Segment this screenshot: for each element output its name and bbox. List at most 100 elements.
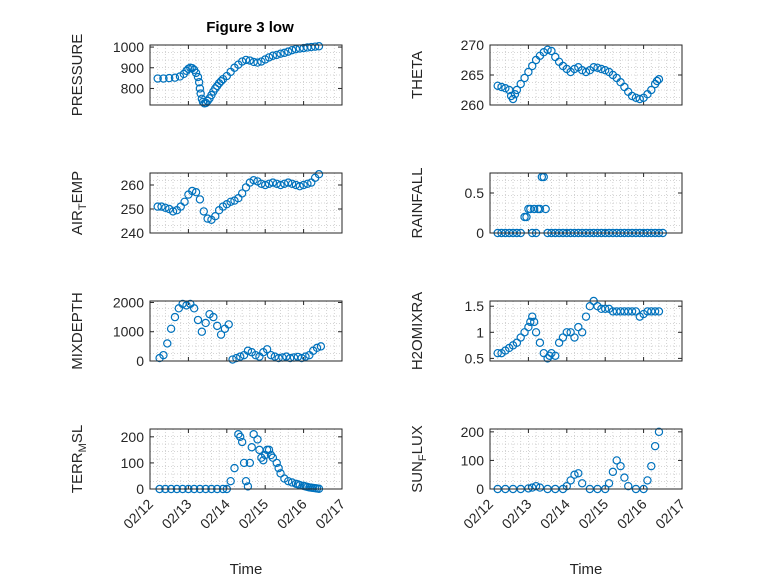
data-point xyxy=(577,479,587,488)
data-point xyxy=(545,351,554,360)
data-point xyxy=(570,333,579,342)
data-point xyxy=(191,187,201,197)
data-point xyxy=(226,197,235,206)
data-point xyxy=(581,312,591,321)
x-tick-label: 02/13 xyxy=(498,496,534,532)
data-point xyxy=(272,458,281,468)
y-tick-label: 900 xyxy=(121,60,145,76)
data-point xyxy=(577,328,587,337)
data-point xyxy=(627,91,637,101)
data-point xyxy=(230,463,239,473)
grid-7 xyxy=(489,429,683,489)
data-point xyxy=(161,203,170,212)
data-point xyxy=(236,352,245,361)
subplot-1: 260 265 270 THETA xyxy=(409,37,683,113)
series-0 xyxy=(153,42,324,108)
data-point xyxy=(287,179,297,188)
data-point xyxy=(284,476,293,486)
data-point xyxy=(493,348,502,358)
data-point xyxy=(241,55,251,65)
y-tick-label: 1.5 xyxy=(465,298,485,314)
data-point xyxy=(520,73,529,83)
y-tick-label: 2000 xyxy=(113,294,144,310)
y-axis-label-6: TERRMSL xyxy=(69,425,89,493)
data-point xyxy=(529,317,539,327)
data-point xyxy=(228,355,237,364)
x-tick-label: 02/17 xyxy=(652,496,688,532)
data-point xyxy=(551,351,560,360)
data-point xyxy=(574,469,583,478)
data-point xyxy=(526,317,535,327)
data-point xyxy=(216,330,226,339)
data-point xyxy=(493,81,502,91)
data-point xyxy=(274,463,283,473)
data-point xyxy=(245,458,255,468)
data-point xyxy=(272,50,281,60)
data-point xyxy=(522,212,531,222)
y-tick-label: 1000 xyxy=(113,324,144,340)
x-tick-label: 02/14 xyxy=(197,496,233,532)
data-point xyxy=(191,68,201,78)
data-point xyxy=(299,180,308,190)
data-point xyxy=(159,74,168,83)
data-point xyxy=(189,304,199,313)
y-tick-label: 0 xyxy=(136,481,144,497)
data-point xyxy=(224,320,233,329)
data-point xyxy=(627,307,637,316)
data-point xyxy=(508,94,518,104)
y-tick-label: 270 xyxy=(461,37,485,53)
data-point xyxy=(212,321,222,331)
y-axis-label-1: THETA xyxy=(409,51,426,99)
data-point xyxy=(652,76,662,86)
data-point xyxy=(232,353,241,363)
data-point xyxy=(253,58,262,67)
subplot-5: 0.5 1 1.5 H2OMIXRA xyxy=(409,292,683,370)
data-point xyxy=(251,350,260,360)
data-point xyxy=(182,301,191,310)
x-tick-label: 02/16 xyxy=(274,496,310,532)
data-point xyxy=(524,484,533,493)
data-point xyxy=(209,312,218,322)
data-point xyxy=(166,324,176,334)
y-tick-label: 200 xyxy=(121,429,145,445)
y-tick-label: 260 xyxy=(121,177,145,193)
y-axis-label-3: RAINFALL xyxy=(409,168,426,239)
data-point xyxy=(239,458,249,468)
y-tick-label: 265 xyxy=(461,67,485,83)
y-tick-label: 0 xyxy=(476,225,484,241)
data-point xyxy=(243,346,253,355)
data-point xyxy=(314,42,324,51)
data-point xyxy=(287,45,297,55)
data-point xyxy=(253,435,262,444)
data-point xyxy=(608,467,618,477)
data-point xyxy=(280,48,289,58)
data-point xyxy=(268,51,278,60)
data-point xyxy=(566,476,575,485)
subplot-7: 0 100 200 SUNFLUX 02/12 02/13 02/14 02/15 02/16 0… xyxy=(409,424,688,578)
data-point xyxy=(316,342,326,351)
data-point xyxy=(268,178,278,187)
data-point xyxy=(194,78,204,87)
data-point xyxy=(524,67,533,77)
data-point xyxy=(589,62,598,72)
data-point xyxy=(216,77,226,86)
data-point xyxy=(535,338,545,347)
data-point xyxy=(259,456,268,465)
data-point xyxy=(201,318,210,328)
series-5 xyxy=(493,296,664,363)
data-point xyxy=(295,181,304,191)
data-point xyxy=(199,207,208,216)
data-point xyxy=(153,74,162,83)
data-point xyxy=(624,481,633,491)
data-point xyxy=(276,49,285,58)
data-point xyxy=(193,72,203,82)
data-point xyxy=(196,89,205,98)
y-tick-label: 240 xyxy=(121,225,145,241)
x-axis-label-6: Time xyxy=(230,561,263,578)
data-point xyxy=(497,82,506,92)
data-point xyxy=(261,180,270,190)
data-point xyxy=(303,179,312,188)
data-point xyxy=(516,79,525,89)
y-axis-label-7: SUNFLUX xyxy=(409,425,429,493)
